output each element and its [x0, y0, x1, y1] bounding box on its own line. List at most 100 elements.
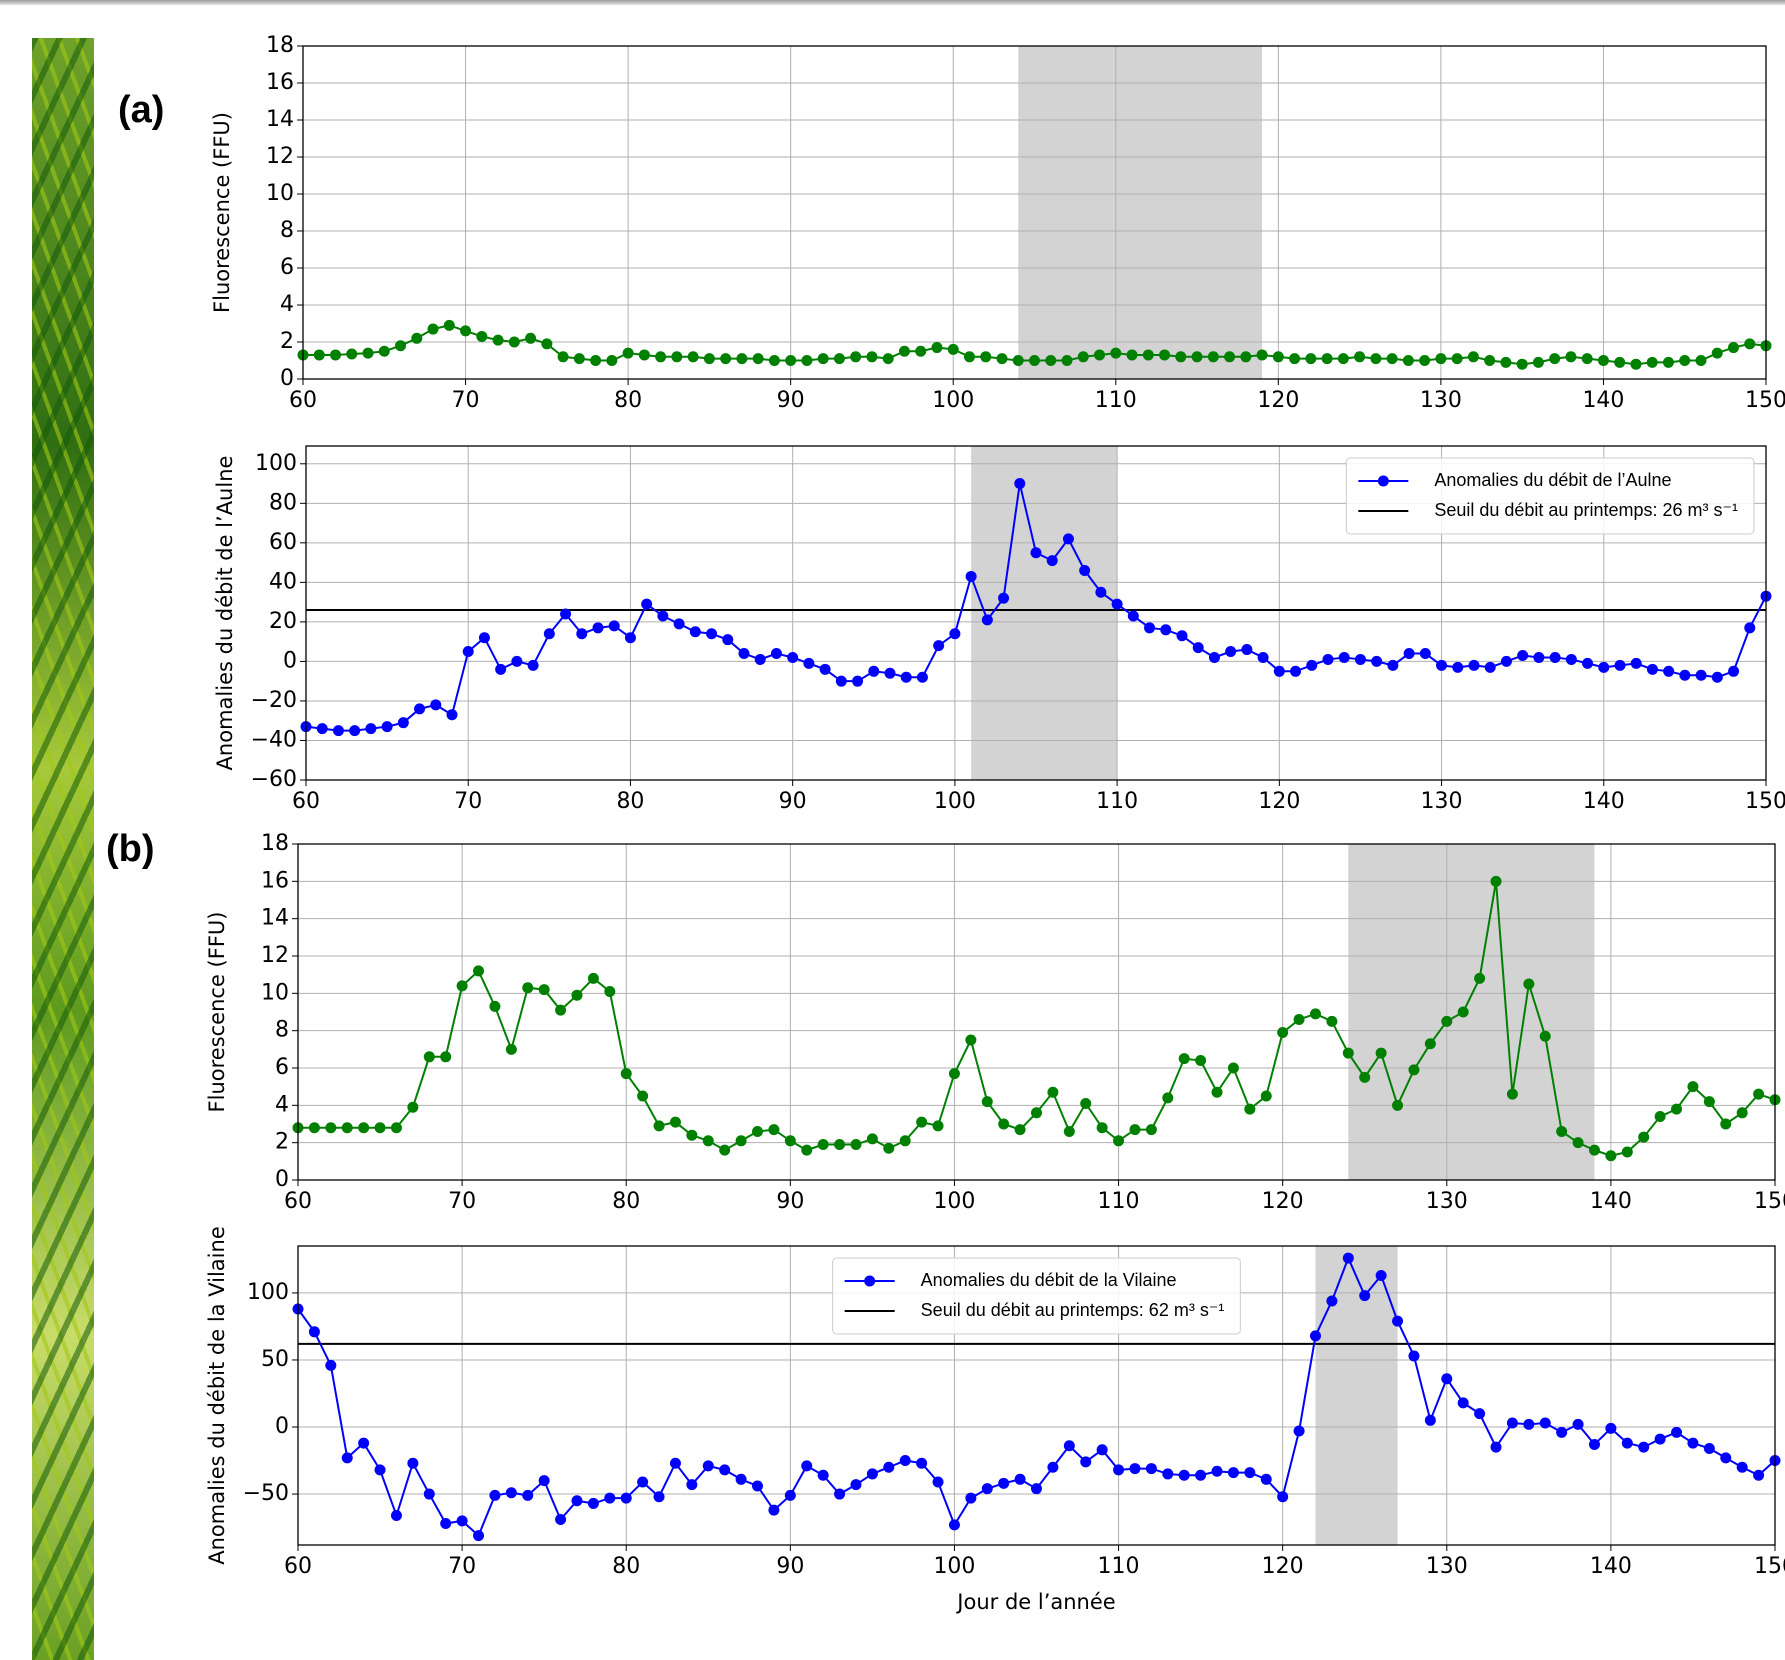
data-point [868, 665, 880, 677]
data-point [735, 1135, 747, 1147]
data-point [785, 355, 797, 366]
data-point [801, 1460, 813, 1472]
data-point [1753, 1088, 1765, 1100]
x-tick-label: 100 [933, 1554, 975, 1579]
data-point [349, 725, 361, 737]
data-point [1127, 610, 1139, 622]
data-point [443, 319, 455, 331]
data-point [949, 628, 961, 640]
data-point [1671, 1426, 1683, 1438]
data-point [883, 1461, 895, 1473]
data-point [1490, 875, 1502, 887]
data-point [1144, 622, 1156, 634]
data-point [965, 570, 977, 582]
y-tick-label: 20 [269, 609, 297, 634]
decorative-strip [32, 38, 94, 1660]
y-tick-label: 100 [247, 1280, 289, 1305]
y-tick-label: 10 [266, 181, 294, 206]
data-point [1338, 651, 1350, 663]
data-point [1408, 1064, 1420, 1076]
data-point [1342, 1047, 1354, 1059]
data-point [330, 349, 342, 361]
data-point [1516, 358, 1528, 370]
data-point [423, 1051, 435, 1063]
data-point [1277, 1491, 1289, 1503]
data-point [332, 725, 344, 737]
data-point [538, 1475, 550, 1487]
data-point [430, 699, 442, 711]
y-tick-label: −20 [251, 688, 297, 713]
x-tick-label: 120 [1257, 388, 1299, 413]
data-point [576, 628, 588, 640]
x-tick-label: 120 [1262, 1554, 1304, 1579]
data-point [1095, 586, 1107, 598]
data-point [1293, 1425, 1305, 1437]
data-point [669, 1116, 681, 1128]
x-tick-label: 110 [1096, 789, 1138, 814]
data-point [308, 1326, 320, 1338]
data-point [1030, 547, 1042, 559]
data-point [883, 1142, 895, 1154]
data-point [1309, 1008, 1321, 1020]
data-point [1484, 661, 1496, 673]
data-point [1014, 1124, 1026, 1136]
data-point [738, 648, 750, 660]
x-tick-label: 120 [1258, 789, 1300, 814]
x-tick-label: 100 [933, 1189, 975, 1214]
data-point [604, 985, 616, 997]
data-point [489, 1000, 501, 1012]
data-point [423, 1488, 435, 1500]
data-point [462, 646, 474, 658]
data-point [606, 355, 618, 366]
data-point [653, 1120, 665, 1132]
data-point [1191, 351, 1203, 363]
data-point [1581, 353, 1593, 365]
plot-area [298, 844, 1775, 1180]
data-point [397, 717, 409, 729]
data-point [768, 1504, 780, 1516]
data-point [1654, 1433, 1666, 1445]
data-point [478, 632, 490, 644]
data-point [1047, 1086, 1059, 1098]
data-point [456, 980, 468, 992]
x-tick-label: 110 [1098, 1554, 1140, 1579]
axes-frame [297, 1245, 1776, 1546]
data-point [1062, 533, 1074, 545]
x-tick-label: 70 [448, 1189, 476, 1214]
x-tick-label: 80 [612, 1189, 640, 1214]
x-tick-label: 140 [1583, 789, 1625, 814]
data-point [1012, 355, 1024, 366]
data-point [1195, 1055, 1207, 1067]
data-point [784, 1135, 796, 1147]
data-point [440, 1051, 452, 1063]
data-point [1359, 1290, 1371, 1302]
data-point [538, 984, 550, 996]
data-point [998, 592, 1010, 604]
data-point [1744, 622, 1756, 634]
axes-frame [302, 45, 1767, 380]
data-point [1309, 1330, 1321, 1342]
data-point [1225, 646, 1237, 658]
data-point [866, 1468, 878, 1480]
x-tick-label: 150 [1745, 789, 1785, 814]
data-point [1354, 351, 1366, 363]
x-tick-label: 130 [1426, 1554, 1468, 1579]
data-point [1556, 1125, 1568, 1137]
data-point [1506, 1417, 1518, 1429]
shaded-span [1315, 1246, 1398, 1545]
data-point [1111, 598, 1123, 610]
data-point [1533, 651, 1545, 663]
data-point [1424, 1414, 1436, 1426]
data-point [736, 353, 748, 365]
data-point [834, 1139, 846, 1151]
data-point [1441, 1015, 1453, 1027]
data-point [752, 353, 764, 365]
data-point [1605, 1150, 1617, 1162]
y-tick-label: 16 [266, 70, 294, 95]
data-point [473, 1530, 485, 1542]
data-point [932, 1476, 944, 1488]
data-point [866, 1133, 878, 1145]
data-point [1457, 1397, 1469, 1409]
legend-box [1345, 457, 1755, 535]
